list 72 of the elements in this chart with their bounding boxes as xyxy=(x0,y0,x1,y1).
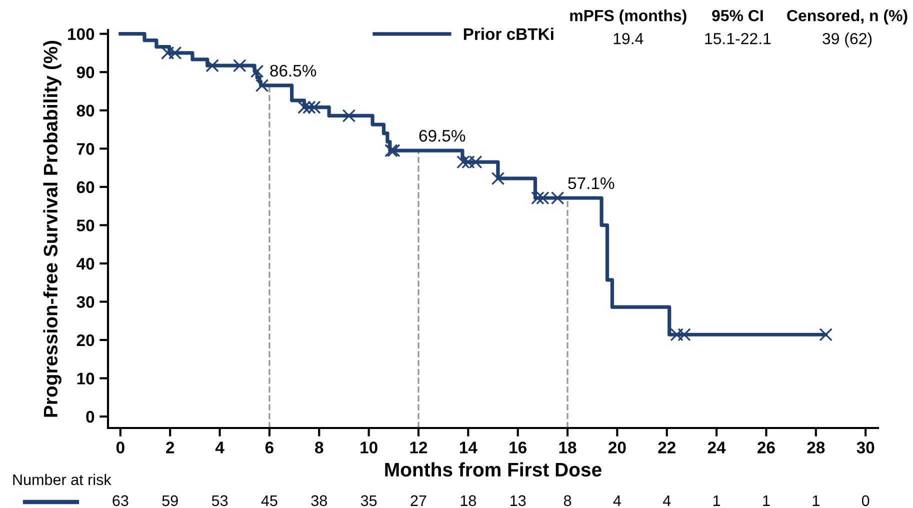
y-tick-label: 90 xyxy=(76,66,94,78)
point xyxy=(206,58,219,72)
text: 38 xyxy=(311,495,327,506)
annotation: 39 (62) xyxy=(822,32,872,48)
x-tick-label: 2 xyxy=(166,442,174,454)
text: 1 xyxy=(763,495,770,506)
text: Number at risk xyxy=(13,474,112,486)
text: 1 xyxy=(812,495,820,506)
text: 45 xyxy=(261,495,278,506)
y-tick-label: 50 xyxy=(76,220,94,232)
y-tick-label: 70 xyxy=(76,143,94,155)
point xyxy=(168,46,182,60)
point xyxy=(233,58,246,72)
text: 18 xyxy=(460,495,476,506)
text: 95% CI xyxy=(712,10,763,22)
y-tick-label: 60 xyxy=(76,181,94,194)
x-tick-label: 24 xyxy=(708,442,726,454)
point xyxy=(387,144,400,158)
y-tick-label: 20 xyxy=(76,334,94,346)
point xyxy=(160,46,174,60)
x-tick-label: 8 xyxy=(315,442,324,454)
point xyxy=(491,172,505,186)
x-tick-label: 10 xyxy=(360,442,378,454)
x-tick-label: 20 xyxy=(608,442,626,454)
text: mPFS (months) xyxy=(570,10,686,24)
legend-label: Prior cBTKi xyxy=(464,28,554,40)
text: 1 xyxy=(713,495,720,506)
x-tick-label: 30 xyxy=(856,442,874,454)
x-tick-label: 6 xyxy=(265,442,274,454)
y-tick-label: 100 xyxy=(68,28,94,40)
x-tick-label: 12 xyxy=(410,442,428,454)
x-tick-label: 0 xyxy=(116,442,124,454)
y-axis-title: Progression-free Survival Probability (%) xyxy=(43,40,62,417)
x-tick-label: 14 xyxy=(460,442,478,454)
x-tick-label: 16 xyxy=(510,442,527,454)
y-tick-label: 0 xyxy=(86,410,94,423)
point xyxy=(462,155,475,169)
annotation: 86.5% xyxy=(270,64,316,77)
point xyxy=(384,144,398,158)
x-tick-label: 26 xyxy=(758,442,775,454)
text: 4 xyxy=(613,495,621,506)
text: 53 xyxy=(212,495,228,506)
y-tick-label: 40 xyxy=(76,258,94,270)
text: 8 xyxy=(564,495,572,506)
point xyxy=(342,109,356,122)
x-tick-label: 4 xyxy=(215,442,224,454)
annotation: 15.1-22.1 xyxy=(705,32,771,44)
y-tick-label: 30 xyxy=(76,296,94,308)
y-tick-label: 80 xyxy=(76,104,94,117)
point xyxy=(250,64,264,78)
text: Censored, n (%) xyxy=(787,10,908,24)
annotation: 57.1% xyxy=(568,177,614,190)
point xyxy=(819,328,832,342)
x-tick-label: 22 xyxy=(658,442,676,454)
text: 0 xyxy=(862,495,870,506)
point xyxy=(302,100,316,114)
text: 35 xyxy=(360,495,377,506)
text: 13 xyxy=(510,495,526,506)
text: 59 xyxy=(162,495,178,506)
annotation: 19.4 xyxy=(614,32,644,44)
x-tick-label: 18 xyxy=(559,442,576,454)
annotation: 69.5% xyxy=(419,130,466,142)
text: 4 xyxy=(662,495,671,506)
y-tick-label: 10 xyxy=(77,372,94,384)
x-axis-title: Months from First Dose xyxy=(385,462,602,477)
point xyxy=(531,191,544,205)
point xyxy=(670,328,684,342)
x-tick-label: 28 xyxy=(807,442,825,454)
point xyxy=(678,328,691,342)
point xyxy=(255,78,269,92)
text: 63 xyxy=(112,495,128,506)
text: 27 xyxy=(410,495,426,506)
